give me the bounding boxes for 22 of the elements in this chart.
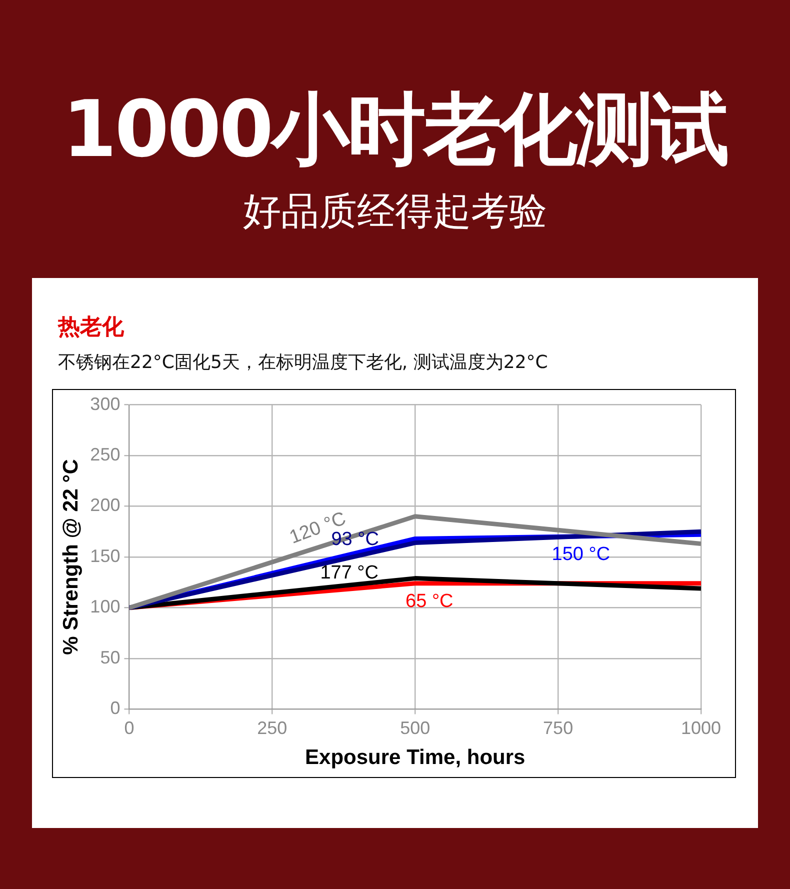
series-label: 65 °C [406,590,454,612]
chart-title: 1000小时老化测试 [61,84,729,177]
x-tick-label: 500 [400,718,430,738]
y-tick-label: 0 [110,698,120,718]
chart-subtitle: 好品质经得起考验 [242,188,548,235]
series-label: 93 °C [331,528,379,550]
y-tick-label: 150 [90,546,120,566]
x-tick-label: 0 [124,718,134,738]
y-tick-label: 250 [90,444,120,464]
text: 热老化 [58,314,124,342]
y-tick-label: 200 [90,495,120,516]
y-axis-title: % Strength @ 22 °C [59,459,82,655]
x-tick-label: 750 [543,718,574,738]
series-label: 150 °C [552,544,610,566]
y-tick-label: 50 [100,647,120,668]
series-label: 177 °C [320,562,379,584]
x-axis-title: Exposure Time, hours [305,746,526,770]
y-tick-label: 300 [90,394,120,414]
x-tick-label: 250 [257,718,288,738]
text: 不锈钢在22°C固化5天，在标明温度下老化, 测试温度为22°C [58,351,548,374]
x-tick-label: 1000 [680,718,722,738]
y-tick-label: 100 [90,596,120,617]
